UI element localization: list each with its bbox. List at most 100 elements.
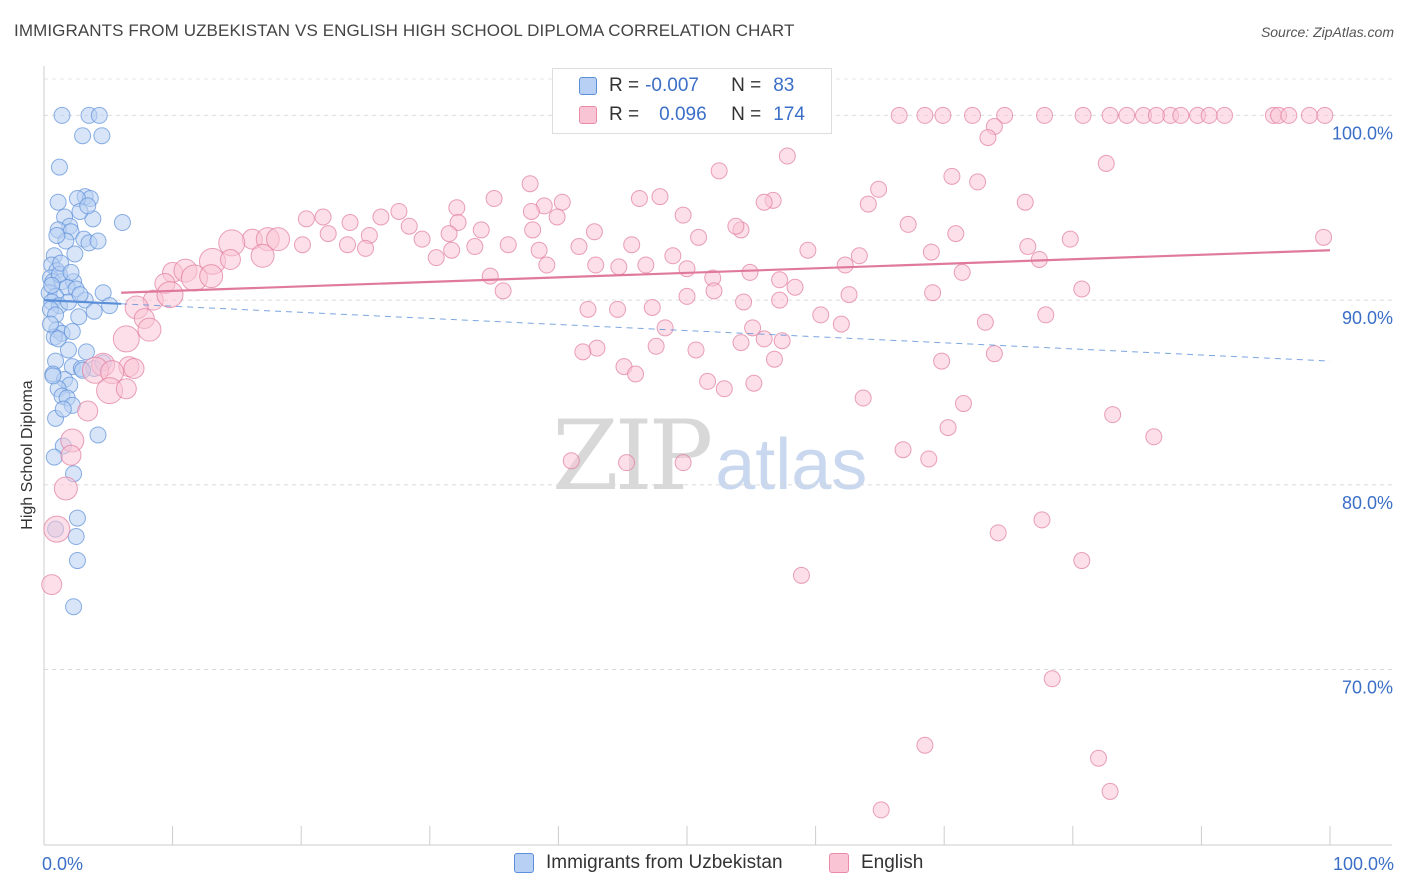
data-point: [705, 282, 723, 300]
data-point: [979, 129, 997, 147]
data-point: [1315, 228, 1333, 246]
data-point: [68, 509, 86, 527]
data-point: [647, 337, 665, 355]
data-point: [548, 208, 566, 226]
y-tick-label: 70.0%: [1342, 678, 1393, 698]
data-point: [499, 236, 517, 254]
data-point: [113, 214, 131, 232]
data-point: [49, 330, 67, 348]
data-point: [338, 236, 356, 254]
data-point: [41, 315, 59, 333]
data-point: [413, 230, 431, 248]
y-axis-label: High School Diploma: [19, 380, 36, 530]
series-legend-english[interactable]: English: [829, 852, 923, 874]
data-point: [771, 271, 789, 289]
data-point: [745, 374, 763, 392]
data-point: [920, 450, 938, 468]
data-point: [585, 223, 603, 241]
data-point: [85, 302, 103, 320]
data-point: [674, 454, 692, 472]
data-point: [427, 249, 445, 267]
data-point: [623, 236, 641, 254]
data-point: [266, 227, 291, 252]
data-point: [494, 282, 512, 300]
data-point: [1097, 154, 1115, 172]
data-point: [1061, 230, 1079, 248]
watermark-atlas: atlas: [715, 425, 868, 505]
data-point: [690, 228, 708, 246]
data-point: [448, 199, 466, 217]
x-tick-label: 100.0%: [1333, 854, 1394, 874]
data-point: [1073, 552, 1091, 570]
data-point: [314, 208, 332, 226]
data-point: [65, 598, 83, 616]
data-point: [836, 256, 854, 274]
data-point: [1316, 106, 1334, 124]
data-point: [522, 202, 540, 220]
data-point: [1118, 106, 1136, 124]
data-point: [832, 315, 850, 333]
data-point: [43, 515, 71, 543]
series-legend-uzbekistan[interactable]: Immigrants from Uzbekistan: [514, 852, 783, 874]
data-point: [319, 225, 337, 243]
data-point: [732, 334, 750, 352]
data-point: [609, 300, 627, 318]
data-point: [664, 247, 682, 265]
trend-line-extension: [121, 303, 1331, 362]
data-point: [678, 260, 696, 278]
trend-line: [121, 249, 1331, 294]
data-point: [963, 106, 981, 124]
legend-n-value: 174: [773, 104, 805, 125]
data-point: [390, 202, 408, 220]
data-point: [219, 248, 241, 270]
data-point: [553, 193, 571, 211]
data-point: [63, 323, 81, 341]
data-point: [524, 221, 542, 239]
data-point: [610, 258, 628, 276]
data-point: [90, 106, 108, 124]
data-point: [985, 345, 1003, 363]
data-point: [792, 566, 810, 584]
data-point: [890, 106, 908, 124]
data-point: [674, 206, 692, 224]
data-point: [773, 332, 791, 350]
data-point: [947, 225, 965, 243]
data-point: [530, 241, 548, 259]
data-point: [1104, 406, 1122, 424]
data-point: [786, 278, 804, 296]
data-point: [1145, 428, 1163, 446]
data-point: [859, 195, 877, 213]
data-point: [137, 317, 162, 342]
data-point: [1037, 306, 1055, 324]
data-point: [916, 106, 934, 124]
data-point: [812, 306, 830, 324]
data-point: [53, 476, 78, 501]
data-point: [1172, 106, 1190, 124]
data-point: [481, 267, 499, 285]
y-tick-label: 90.0%: [1342, 308, 1393, 328]
series-swatch-english: [829, 853, 849, 873]
series-swatch-uzbekistan: [514, 853, 534, 873]
data-point: [67, 528, 85, 546]
data-point: [357, 239, 374, 257]
data-point: [755, 330, 773, 348]
data-point: [1090, 749, 1108, 767]
data-point: [934, 106, 952, 124]
series-label-english: English: [861, 852, 924, 873]
data-point: [1147, 106, 1165, 124]
data-point: [297, 210, 315, 228]
data-point: [521, 175, 539, 193]
legend-row-uzbekistan: R = -0.007 N = 83: [553, 72, 794, 100]
data-point: [123, 357, 145, 379]
data-point: [854, 389, 872, 407]
data-point: [656, 319, 674, 337]
x-tick-label: 0.0%: [42, 854, 83, 874]
data-point: [1101, 106, 1119, 124]
correlation-legend: R = -0.007 N = 83 R = 0.096 N = 174: [552, 68, 832, 134]
data-point: [765, 350, 783, 368]
data-point: [59, 341, 77, 359]
data-point: [969, 173, 987, 191]
data-point: [637, 256, 655, 274]
data-point: [744, 319, 762, 337]
data-point: [643, 299, 661, 317]
